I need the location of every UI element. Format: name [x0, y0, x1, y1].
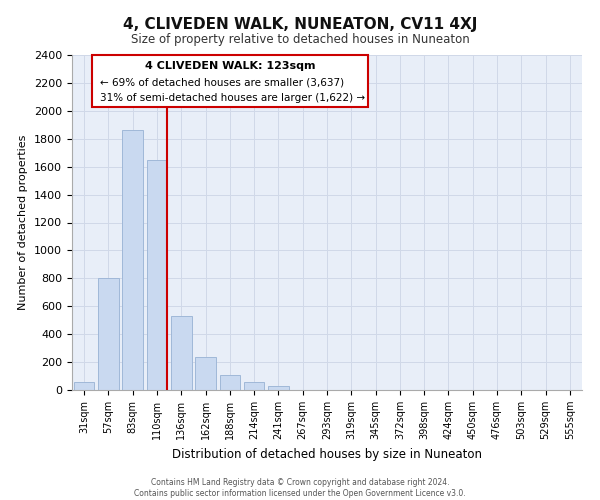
Y-axis label: Number of detached properties: Number of detached properties	[19, 135, 28, 310]
Bar	[122, 130, 143, 390]
FancyBboxPatch shape	[92, 55, 368, 107]
Text: ← 69% of detached houses are smaller (3,637): ← 69% of detached houses are smaller (3,…	[100, 78, 344, 88]
Text: 4, CLIVEDEN WALK, NUNEATON, CV11 4XJ: 4, CLIVEDEN WALK, NUNEATON, CV11 4XJ	[123, 18, 477, 32]
Text: Size of property relative to detached houses in Nuneaton: Size of property relative to detached ho…	[131, 32, 469, 46]
Bar	[98, 278, 119, 390]
Bar	[268, 386, 289, 390]
Bar	[244, 382, 265, 390]
Bar	[220, 374, 240, 390]
Text: Contains HM Land Registry data © Crown copyright and database right 2024.
Contai: Contains HM Land Registry data © Crown c…	[134, 478, 466, 498]
Bar	[74, 382, 94, 390]
Bar	[146, 160, 167, 390]
X-axis label: Distribution of detached houses by size in Nuneaton: Distribution of detached houses by size …	[172, 448, 482, 460]
Text: 31% of semi-detached houses are larger (1,622) →: 31% of semi-detached houses are larger (…	[100, 94, 365, 104]
Bar	[195, 356, 216, 390]
Text: 4 CLIVEDEN WALK: 123sqm: 4 CLIVEDEN WALK: 123sqm	[145, 61, 316, 71]
Bar	[171, 316, 191, 390]
